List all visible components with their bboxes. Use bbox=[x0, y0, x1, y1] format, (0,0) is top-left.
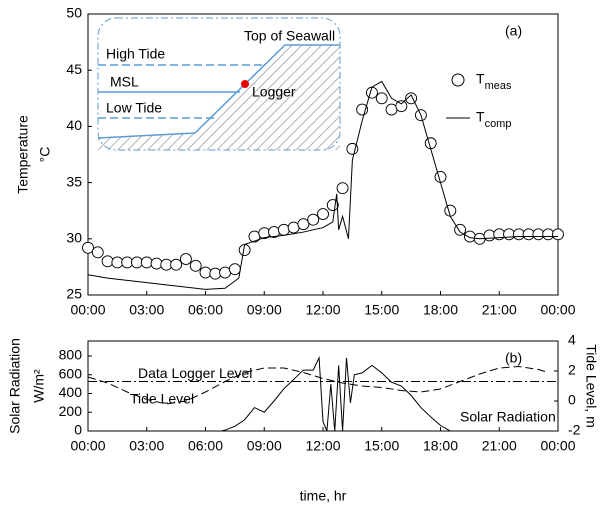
y2-axis-label: Tide Level, m bbox=[583, 344, 599, 428]
series-line bbox=[87, 80, 558, 290]
marker bbox=[209, 267, 222, 280]
legend-marker bbox=[451, 73, 465, 87]
x-tick-label: 15:00 bbox=[364, 302, 399, 318]
x-tick-label: 03:00 bbox=[129, 302, 164, 318]
x-tick-label: 09:00 bbox=[247, 438, 282, 454]
y2-tick-label: 4 bbox=[568, 332, 576, 348]
x-tick-label: 21:00 bbox=[482, 302, 517, 318]
marker bbox=[375, 92, 388, 105]
y-tick-label: 0 bbox=[74, 422, 82, 438]
y2-tick-label: -2 bbox=[568, 422, 581, 438]
x-tick-label: 21:00 bbox=[482, 438, 517, 454]
y-tick-label: 200 bbox=[59, 403, 83, 419]
y-axis-unit: W/m² bbox=[31, 369, 47, 403]
inset-border bbox=[97, 17, 341, 151]
inset-label: Top of Seawall bbox=[244, 28, 335, 44]
y2-tick-label: 0 bbox=[568, 392, 576, 408]
panel-tag: (b) bbox=[505, 350, 522, 366]
y-axis-unit: °C bbox=[37, 147, 53, 163]
marker bbox=[395, 100, 408, 113]
y-tick-label: 40 bbox=[66, 117, 82, 133]
logger-dot bbox=[241, 80, 249, 88]
x-tick-label: 00:00 bbox=[70, 302, 105, 318]
y-tick-label: 400 bbox=[59, 384, 83, 400]
series-label: Tide Level bbox=[130, 391, 194, 407]
legend-label: Tcomp bbox=[476, 109, 511, 130]
y-tick-label: 45 bbox=[66, 61, 82, 77]
marker bbox=[248, 230, 261, 243]
marker bbox=[297, 218, 310, 231]
marker bbox=[346, 142, 359, 155]
x-tick-label: 18:00 bbox=[423, 302, 458, 318]
marker bbox=[287, 221, 300, 234]
y-tick-label: 800 bbox=[59, 347, 83, 363]
legend-subscript: meas bbox=[485, 80, 512, 92]
x-tick-label: 15:00 bbox=[364, 438, 399, 454]
marker bbox=[150, 257, 163, 270]
marker bbox=[483, 229, 496, 242]
marker bbox=[91, 246, 104, 259]
marker bbox=[307, 213, 320, 226]
seawall-profile bbox=[97, 44, 340, 139]
x-tick-label: 06:00 bbox=[188, 302, 223, 318]
y-tick-label: 50 bbox=[66, 5, 82, 21]
marker bbox=[277, 223, 290, 236]
marker bbox=[356, 103, 369, 116]
marker bbox=[228, 263, 241, 276]
marker bbox=[336, 182, 349, 195]
inset-label: Logger bbox=[252, 84, 296, 100]
x-tick-label: 12:00 bbox=[305, 302, 340, 318]
marker bbox=[463, 230, 476, 243]
inset-diagram: High Tide MSL Low Tide Top of Seawall Lo… bbox=[97, 17, 341, 151]
y-tick-label: 25 bbox=[66, 286, 82, 302]
marker bbox=[101, 255, 114, 268]
x-tick-label: 06:00 bbox=[188, 438, 223, 454]
series-line bbox=[87, 365, 549, 405]
x-axis-label: time, hr bbox=[300, 488, 347, 504]
marker bbox=[189, 259, 202, 272]
legend-label: Tmeas bbox=[476, 71, 512, 92]
marker bbox=[140, 256, 153, 269]
x-tick-label: 12:00 bbox=[305, 438, 340, 454]
x-tick-label: 00:00 bbox=[540, 438, 575, 454]
marker bbox=[179, 253, 192, 265]
y-tick-label: 30 bbox=[66, 230, 82, 246]
x-tick-label: 03:00 bbox=[129, 438, 164, 454]
x-tick-label: 09:00 bbox=[247, 302, 282, 318]
y-axis-label: Temperature bbox=[15, 115, 31, 194]
marker bbox=[219, 266, 232, 279]
series-line bbox=[88, 355, 558, 432]
x-tick-label: 00:00 bbox=[540, 302, 575, 318]
y-axis-label: Solar Radiation bbox=[7, 338, 23, 434]
series-label: Solar Radiation bbox=[460, 409, 556, 425]
inset-label: MSL bbox=[110, 74, 139, 90]
marker bbox=[82, 241, 94, 254]
x-tick-label: 18:00 bbox=[423, 438, 458, 454]
marker bbox=[385, 103, 398, 116]
y-tick-label: 600 bbox=[59, 365, 83, 381]
reference-label: Data Logger Level bbox=[138, 365, 252, 381]
legend-subscript: comp bbox=[485, 118, 512, 130]
seawall-hatch bbox=[98, 45, 340, 150]
marker bbox=[552, 228, 564, 241]
inset-label: High Tide bbox=[106, 46, 165, 62]
panel-tag: (a) bbox=[505, 23, 522, 39]
marker bbox=[199, 266, 212, 279]
y-tick-label: 35 bbox=[66, 173, 82, 189]
x-tick-label: 00:00 bbox=[70, 438, 105, 454]
marker bbox=[170, 258, 183, 271]
marker bbox=[317, 208, 329, 221]
inset-label: Low Tide bbox=[106, 100, 162, 116]
y2-tick-label: 2 bbox=[568, 362, 576, 378]
